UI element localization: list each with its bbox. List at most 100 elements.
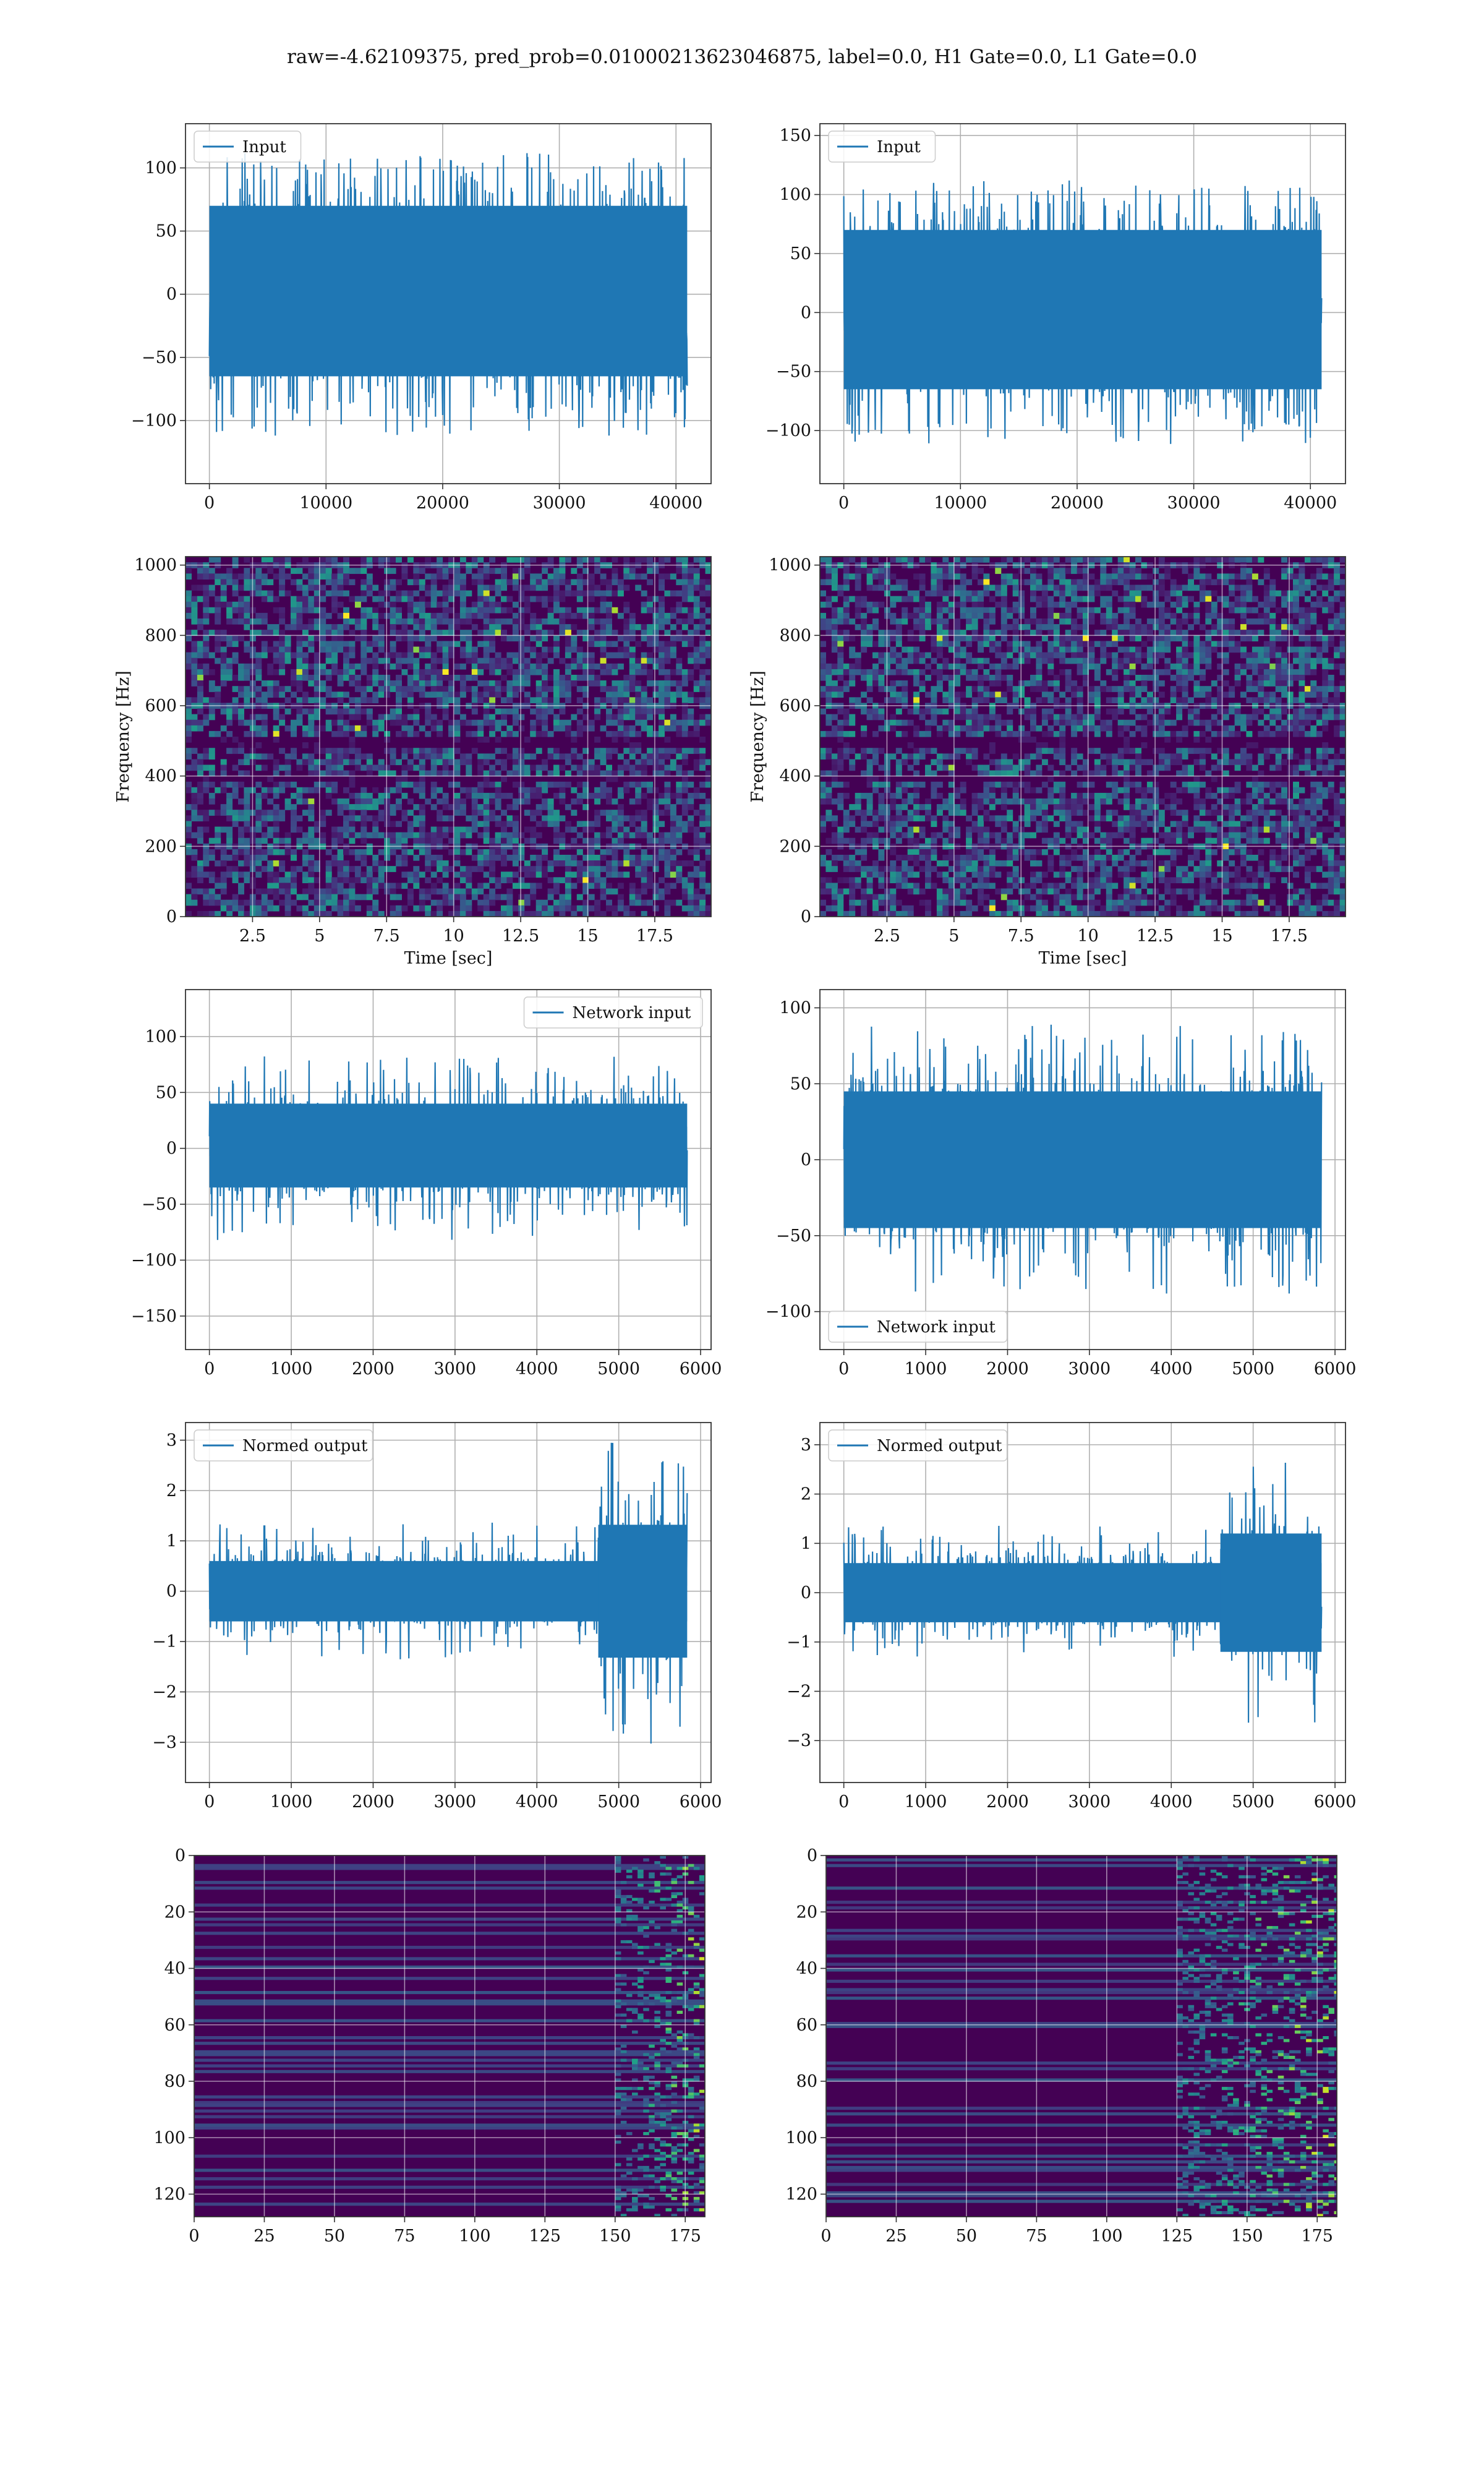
y-tick-label: 80: [796, 2072, 817, 2091]
y-tick-label: 0: [166, 907, 177, 927]
y-tick-label: 40: [164, 1959, 186, 1979]
x-tick-label: 5: [314, 927, 325, 946]
y-tick-label: −50: [142, 348, 177, 367]
x-tick-label: 7.5: [1008, 927, 1034, 946]
x-tick-label: 50: [324, 2227, 345, 2246]
legend: Normed output: [194, 1429, 373, 1462]
y-tick-label: −3: [787, 1731, 811, 1750]
heatmap-image: [194, 1856, 705, 2217]
y-tick-label: 600: [145, 696, 177, 716]
x-tick-label: 20000: [416, 494, 469, 513]
series-core-band: [209, 1103, 688, 1188]
x-tick-label: 175: [669, 2227, 701, 2246]
x-tick-label: 2000: [986, 1792, 1029, 1812]
x-tick-label: 12.5: [1136, 927, 1174, 946]
y-tick-label: −2: [787, 1682, 811, 1701]
y-tick-label: −1: [152, 1632, 177, 1651]
x-tick-label: 5: [949, 927, 959, 946]
y-tick-label: 200: [145, 837, 177, 856]
legend-box: [194, 131, 302, 163]
y-tick-label: 800: [145, 626, 177, 645]
x-tick-label: 30000: [1167, 494, 1221, 513]
x-tick-label: 175: [1301, 2227, 1333, 2246]
y-tick-label: 3: [801, 1436, 811, 1455]
y-tick-label: 600: [779, 696, 811, 716]
y-tick-label: 0: [175, 1846, 186, 1865]
x-tick-label: 25: [885, 2227, 906, 2246]
y-tick-label: 200: [779, 837, 811, 856]
x-tick-label: 125: [1161, 2227, 1193, 2246]
axes-frame: [819, 989, 1346, 1350]
chart-panel-row1-left: Input 0 10000 20000 30000 40000 −100 −50 0 50 100: [131, 123, 712, 513]
y-tick-label: −50: [142, 1195, 177, 1214]
legend-label: Normed output: [242, 1437, 368, 1455]
x-tick-label: 150: [599, 2227, 631, 2246]
legend: Network input: [828, 1311, 1008, 1343]
legend-box: [194, 1429, 373, 1462]
y-tick-label: 0: [801, 1150, 811, 1170]
x-tick-label: 4000: [516, 1359, 558, 1379]
x-tick-label: 0: [189, 2227, 199, 2246]
x-tick-label: 3000: [1068, 1359, 1111, 1379]
x-tick-label: 6000: [1314, 1792, 1357, 1812]
y-tick-label: 1000: [134, 556, 177, 575]
legend-label: Input: [877, 138, 921, 156]
series-burst-band: [1220, 1533, 1322, 1652]
x-tick-label: 0: [821, 2227, 831, 2246]
y-tick-label: 80: [164, 2072, 186, 2091]
y-tick-label: 0: [807, 1846, 817, 1865]
x-tick-label: 0: [204, 1359, 215, 1379]
x-tick-label: 6000: [1314, 1359, 1357, 1379]
x-tick-label: 0: [838, 494, 849, 513]
figure-title: raw=-4.62109375, pred_prob=0.01000213623…: [286, 46, 1198, 68]
x-tick-label: 75: [1026, 2227, 1047, 2246]
y-tick-label: 100: [153, 2128, 186, 2147]
axes-frame: [819, 123, 1346, 484]
heatmap-image: [186, 557, 711, 917]
x-tick-label: 4000: [1150, 1359, 1193, 1379]
y-tick-label: 800: [779, 626, 811, 645]
x-tick-label: 2.5: [874, 927, 900, 946]
y-tick-label: −150: [131, 1307, 177, 1326]
y-tick-label: −2: [152, 1682, 177, 1701]
x-tick-label: 20000: [1051, 494, 1104, 513]
y-tick-label: −100: [131, 411, 177, 430]
x-tick-label: 50: [956, 2227, 977, 2246]
x-tick-label: 15: [1211, 927, 1232, 946]
y-tick-label: 50: [790, 244, 811, 263]
y-tick-label: 100: [785, 2128, 817, 2147]
x-tick-label: 4000: [1150, 1792, 1193, 1812]
axes-frame: [194, 1855, 706, 2217]
y-tick-label: 400: [779, 767, 811, 786]
x-tick-label: 3000: [433, 1792, 476, 1812]
y-tick-label: 400: [145, 767, 177, 786]
y-tick-label: 0: [166, 1139, 177, 1158]
x-tick-label: 1000: [905, 1359, 947, 1379]
y-tick-label: −50: [776, 1226, 811, 1246]
y-tick-label: 2: [801, 1485, 811, 1504]
x-tick-label: 25: [254, 2227, 275, 2246]
series-core-band: [209, 205, 688, 377]
x-tick-label: 10000: [299, 494, 352, 513]
x-tick-label: 10: [1077, 927, 1098, 946]
legend: Network input: [523, 996, 703, 1029]
x-tick-label: 150: [1231, 2227, 1263, 2246]
x-tick-label: 10: [443, 927, 464, 946]
x-tick-label: 17.5: [1271, 927, 1308, 946]
y-tick-label: −3: [152, 1733, 177, 1752]
y-tick-label: −100: [765, 1303, 811, 1322]
x-tick-label: 0: [838, 1792, 849, 1812]
axes-frame: [185, 123, 712, 484]
y-tick-label: 50: [156, 222, 177, 241]
y-tick-label: 3: [166, 1431, 177, 1450]
series-core-band: [843, 1091, 1322, 1228]
chart-panel-row2-left: 2.5 5 7.5 10 12.5 15 17.5 0 200 400 600 800 1000 Time…: [114, 556, 712, 968]
axes-frame: [185, 1422, 712, 1783]
heatmap-image: [826, 1856, 1337, 2217]
y-tick-label: −1: [787, 1633, 811, 1652]
legend-box: [828, 1429, 1008, 1462]
chart-panel-row5-right: 0 25 50 75 100 125 150 175 0 20 40 60 80 100 120: [785, 1846, 1337, 2246]
x-tick-label: 2000: [352, 1359, 394, 1379]
